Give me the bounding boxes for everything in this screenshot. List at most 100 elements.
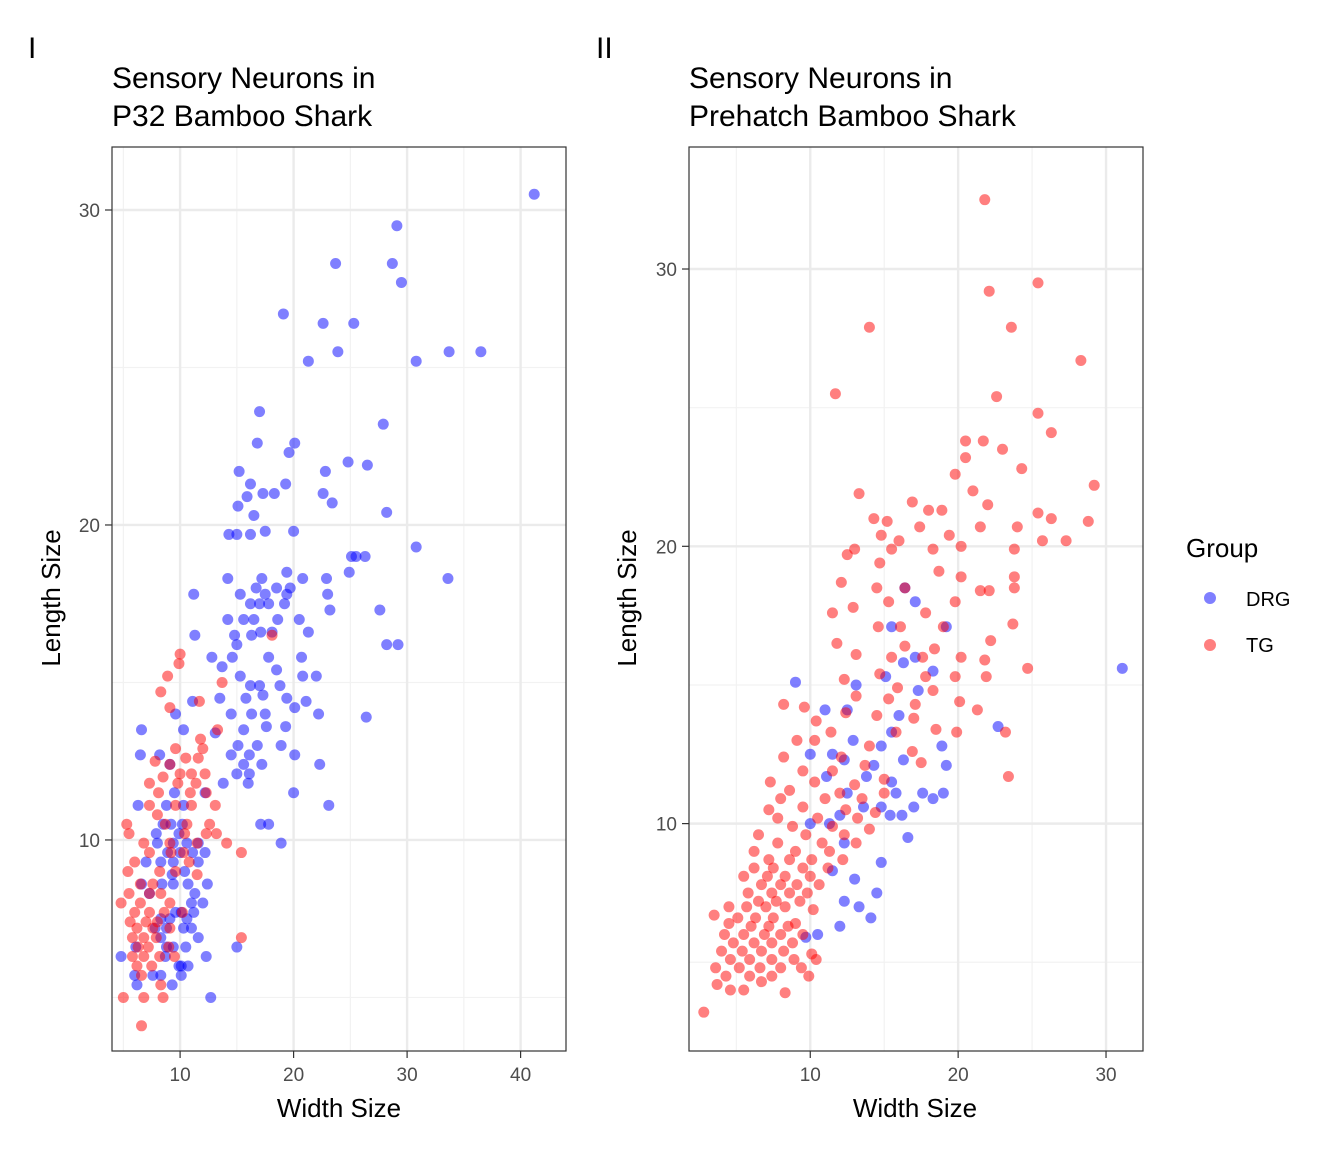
point-drg xyxy=(917,787,929,799)
point-tg xyxy=(803,970,815,982)
point-tg xyxy=(1032,407,1044,419)
point-drg xyxy=(858,801,870,813)
point-tg xyxy=(767,862,779,874)
point-tg xyxy=(235,847,247,859)
point-tg xyxy=(835,576,847,588)
point-tg xyxy=(131,922,143,934)
point-drg xyxy=(231,528,243,540)
point-drg xyxy=(297,670,309,682)
point-tg xyxy=(809,734,821,746)
point-drg xyxy=(254,406,266,418)
point-tg xyxy=(806,854,818,866)
point-tg xyxy=(999,726,1011,738)
point-tg xyxy=(200,787,212,799)
point-tg xyxy=(163,941,175,953)
point-tg xyxy=(184,787,196,799)
point-drg xyxy=(936,740,948,752)
point-tg xyxy=(812,812,824,824)
point-drg xyxy=(136,724,148,736)
point-drg xyxy=(243,749,255,761)
point-drg xyxy=(893,709,905,721)
point-tg xyxy=(170,743,182,755)
point-tg xyxy=(212,724,224,736)
point-tg xyxy=(185,799,197,811)
points-layer xyxy=(698,194,1128,1018)
point-drg xyxy=(927,793,939,805)
point-drg xyxy=(819,704,831,716)
point-drg xyxy=(255,818,267,830)
point-tg xyxy=(115,897,127,909)
point-tg xyxy=(179,828,191,840)
y-tick-label: 30 xyxy=(656,260,677,281)
point-tg xyxy=(804,870,816,882)
y-axis-label: Length Size xyxy=(612,529,642,666)
point-drg xyxy=(150,828,162,840)
point-tg xyxy=(819,793,831,805)
point-tg xyxy=(123,888,135,900)
point-drg xyxy=(324,604,336,616)
point-tg xyxy=(971,704,983,716)
point-tg xyxy=(967,485,979,497)
point-drg xyxy=(280,721,292,733)
point-tg xyxy=(235,932,247,944)
point-tg xyxy=(174,648,186,660)
point-tg xyxy=(775,929,787,941)
point-tg xyxy=(138,932,150,944)
point-drg xyxy=(238,613,250,625)
point-drg xyxy=(271,582,283,594)
point-tg xyxy=(849,543,861,555)
point-drg xyxy=(288,525,300,537)
point-tg xyxy=(174,768,186,780)
point-drg xyxy=(442,573,454,585)
point-drg xyxy=(875,740,887,752)
point-drg xyxy=(288,787,300,799)
point-tg xyxy=(181,818,193,830)
point-tg xyxy=(170,865,182,877)
point-drg xyxy=(391,220,403,232)
point-tg xyxy=(1002,770,1014,782)
point-tg xyxy=(744,970,756,982)
point-tg xyxy=(886,543,898,555)
point-drg xyxy=(350,550,362,562)
point-tg xyxy=(221,837,233,849)
point-tg xyxy=(778,751,790,763)
point-tg xyxy=(1008,543,1020,555)
point-tg xyxy=(840,707,852,719)
point-drg xyxy=(131,979,143,991)
point-drg xyxy=(326,497,338,509)
point-tg xyxy=(732,912,744,924)
point-tg xyxy=(788,953,800,965)
point-drg xyxy=(166,979,178,991)
point-tg xyxy=(154,865,166,877)
point-drg xyxy=(310,670,322,682)
point-tg xyxy=(795,962,807,974)
point-drg xyxy=(187,847,199,859)
point-drg xyxy=(225,749,237,761)
point-tg xyxy=(813,879,825,891)
point-drg xyxy=(180,941,192,953)
x-tick-label: 30 xyxy=(1095,1065,1116,1086)
point-drg xyxy=(275,739,287,751)
point-drg xyxy=(849,873,861,885)
point-tg xyxy=(835,751,847,763)
point-tg xyxy=(126,932,138,944)
point-tg xyxy=(797,929,809,941)
point-tg xyxy=(733,962,745,974)
point-tg xyxy=(758,929,770,941)
point-tg xyxy=(744,953,756,965)
point-tg xyxy=(875,529,887,541)
point-drg xyxy=(259,708,271,720)
point-tg xyxy=(164,922,176,934)
point-tg xyxy=(117,991,129,1003)
point-tg xyxy=(716,945,728,957)
point-tg xyxy=(977,435,989,447)
point-tg xyxy=(927,685,939,697)
point-drg xyxy=(940,759,952,771)
x-tick-label: 10 xyxy=(170,1065,191,1086)
point-tg xyxy=(874,668,886,680)
point-tg xyxy=(869,807,881,819)
x-axis-label: Width Size xyxy=(277,1093,401,1123)
point-tg xyxy=(826,765,838,777)
point-drg xyxy=(179,865,191,877)
point-drg xyxy=(283,447,295,459)
